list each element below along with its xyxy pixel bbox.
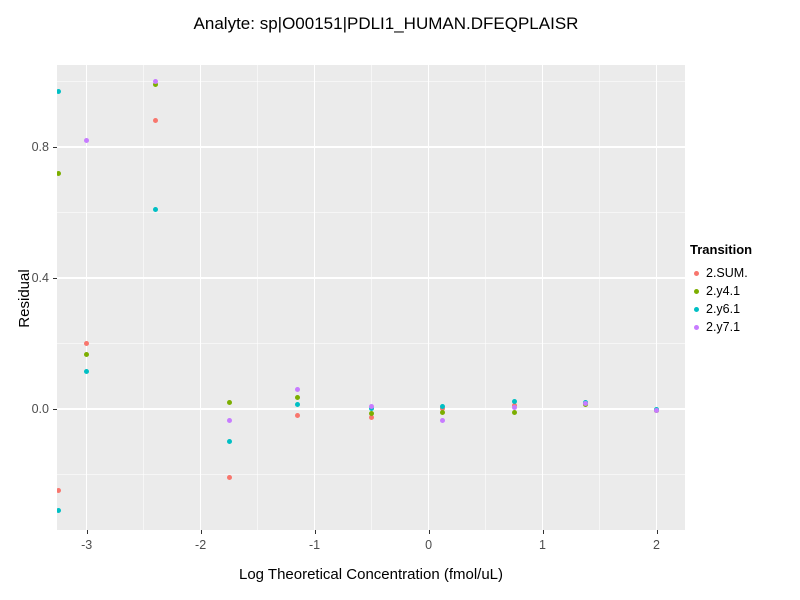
major-gridline (541, 65, 544, 530)
legend-label: 2.SUM. (706, 266, 748, 280)
legend-label: 2.y7.1 (706, 320, 741, 334)
data-point (84, 137, 90, 143)
minor-gridline (257, 65, 259, 530)
legend-swatch-icon (694, 306, 699, 312)
data-point (511, 399, 517, 405)
data-point (294, 386, 300, 392)
x-tick-label: 2 (653, 538, 660, 552)
data-point (84, 352, 90, 358)
data-point (152, 78, 158, 84)
legend-item: 2.y6.1 (690, 300, 752, 318)
y-tick-label: 0.8 (31, 139, 49, 154)
data-point (439, 409, 445, 415)
y-tick-mark (53, 146, 57, 148)
minor-gridline (143, 65, 145, 530)
minor-gridline (57, 342, 685, 344)
legend-swatch-icon (694, 288, 699, 294)
legend-label: 2.y4.1 (706, 284, 741, 298)
data-point (439, 404, 445, 410)
data-point (369, 414, 375, 420)
legend: Transition 2.SUM. 2.y4.1 2.y6.1 2.y7.1 (690, 242, 752, 336)
y-tick-mark (53, 277, 57, 279)
data-point (84, 368, 90, 374)
data-point (57, 507, 61, 513)
x-tick-label: -2 (195, 538, 207, 552)
legend-swatch-icon (694, 324, 699, 330)
x-axis-title: Log Theoretical Concentration (fmol/uL) (238, 566, 504, 583)
data-point (226, 417, 232, 423)
legend-item: 2.y4.1 (690, 282, 752, 300)
minor-gridline (57, 211, 685, 213)
data-point (152, 82, 158, 88)
x-tick-mark (200, 530, 202, 534)
x-tick-mark (86, 530, 88, 534)
data-point (57, 170, 61, 176)
data-point (369, 411, 375, 417)
data-point (226, 475, 232, 481)
data-point (294, 402, 300, 408)
data-point (583, 401, 589, 407)
major-gridline (313, 65, 316, 530)
x-tick-mark (314, 530, 316, 534)
data-point (84, 340, 90, 346)
minor-gridline (485, 65, 487, 530)
data-point (294, 394, 300, 400)
x-tick-label: -3 (81, 538, 93, 552)
minor-gridline (371, 65, 373, 530)
legend-title: Transition (690, 242, 753, 257)
data-point (57, 88, 61, 94)
y-axis-title: Residual (16, 269, 33, 328)
legend-item: 2.SUM. (690, 264, 752, 282)
plot-panel (57, 65, 685, 530)
minor-gridline (57, 80, 685, 82)
minor-gridline (599, 65, 601, 530)
x-tick-mark (542, 530, 544, 534)
x-tick-label: 1 (539, 538, 547, 552)
legend-swatch-icon (694, 270, 699, 276)
y-tick-label: 0.4 (31, 270, 49, 285)
data-point (226, 399, 232, 405)
data-point (654, 408, 659, 414)
data-point (439, 417, 445, 423)
legend-items: 2.SUM. 2.y4.1 2.y6.1 2.y7.1 (690, 264, 752, 336)
data-point (511, 405, 517, 411)
major-gridline (427, 65, 430, 530)
major-gridline (85, 65, 88, 530)
data-point (152, 206, 158, 212)
data-point (226, 439, 232, 445)
x-tick-mark (656, 530, 658, 534)
x-tick-mark (428, 530, 430, 534)
legend-label: 2.y6.1 (706, 302, 741, 316)
major-gridline (57, 146, 685, 148)
major-gridline (57, 277, 685, 279)
minor-gridline (57, 473, 685, 475)
chart-title: Analyte: sp|O00151|PDLI1_HUMAN.DFEQPLAIS… (193, 14, 579, 33)
y-tick-label: 0.0 (31, 401, 49, 416)
data-point (369, 404, 375, 410)
data-point (152, 118, 158, 124)
major-gridline (199, 65, 202, 530)
data-point (294, 412, 300, 418)
legend-item: 2.y7.1 (690, 318, 752, 336)
data-point (511, 410, 517, 416)
data-point (57, 488, 61, 494)
y-tick-mark (53, 408, 57, 410)
x-tick-label: -1 (309, 538, 321, 552)
major-gridline (655, 65, 658, 530)
x-tick-label: 0 (425, 538, 433, 552)
